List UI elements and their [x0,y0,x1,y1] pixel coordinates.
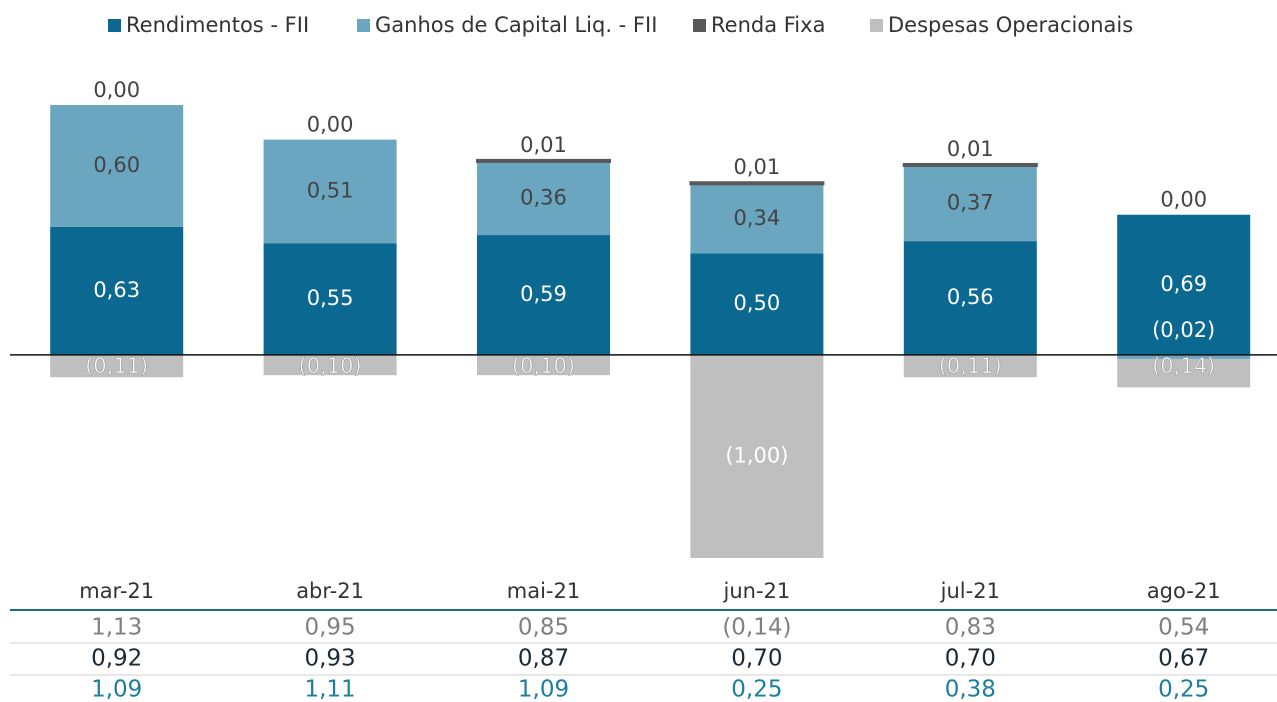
bar-segment [477,235,610,355]
bar-segment [263,354,397,376]
table-cell: 0,92 [91,646,142,672]
data-label: 0,69 [1160,272,1207,296]
bar-segment [263,243,397,355]
data-label: 0,50 [734,291,781,315]
data-label: 0,36 [520,185,567,209]
data-label: 0,56 [947,285,994,309]
bar-segment [903,354,1037,378]
bar-segment [50,354,184,378]
bar-segment [690,253,824,355]
data-label: 0,34 [734,206,781,230]
bar-segment [476,158,611,163]
data-label: (0,11) [939,354,1002,378]
table-cell: 0,87 [518,646,569,672]
bar-segment [1117,214,1251,355]
bar-segment [50,226,184,355]
data-label: 0,00 [1160,188,1207,212]
bar-segment [902,162,1038,167]
table-cell: 0,38 [945,677,996,702]
table-cell: 0,25 [731,677,782,702]
x-tick-label: mai-21 [507,579,580,603]
bar-segment [50,105,184,227]
data-label: 0,63 [93,278,140,302]
legend-label: Ganhos de Capital Liq. - FII [375,13,657,37]
bar-segment [477,354,610,376]
legend-swatch [357,19,370,32]
table-cell: (0,14) [722,615,791,641]
legend-label: Rendimentos - FII [126,13,309,37]
legend-swatch [108,19,121,32]
bar-segment [1117,354,1251,359]
data-label: 0,37 [947,191,994,215]
legend-label: Despesas Operacionais [888,13,1133,37]
table-cell: 1,09 [518,677,569,702]
data-label: (0,02) [1152,318,1215,342]
table-cell: 0,85 [518,615,569,641]
table-cell: 0,83 [945,615,996,641]
bar-segment [689,181,825,186]
table-cell: 0,70 [731,646,782,672]
data-label: 0,60 [93,153,140,177]
table-cell: 0,95 [304,615,355,641]
bar-segment [477,161,610,236]
bar-segment [690,184,824,254]
legend-label: Renda Fixa [711,13,825,37]
data-label: 0,51 [307,178,354,202]
table-cell: 0,54 [1158,615,1209,641]
data-label: (1,00) [725,443,788,467]
data-label: 0,01 [947,137,994,161]
table-cell: 1,13 [91,615,142,641]
table-cell: 0,67 [1158,646,1209,672]
data-label: (0,14) [1152,354,1215,378]
table-cell: 0,70 [945,646,996,672]
data-label: 0,01 [734,155,781,179]
x-tick-label: jul-21 [940,579,1000,603]
data-label: 0,55 [307,286,354,310]
x-tick-label: abr-21 [296,579,364,603]
data-label: (0,11) [85,354,148,378]
data-label: 0,01 [520,133,567,157]
table-cell: 0,25 [1158,677,1209,702]
x-tick-label: jun-21 [723,579,791,603]
data-label: (0,10) [512,354,575,378]
bar-segment [1117,358,1251,388]
table-cell: 1,09 [91,677,142,702]
bar-segment [903,241,1037,355]
legend-swatch [693,19,706,32]
table-cell: 1,11 [304,677,355,702]
x-tick-label: mar-21 [79,579,154,603]
data-label: (0,10) [299,354,362,378]
bar-segment [903,165,1037,242]
data-label: 0,00 [307,113,354,137]
bar-segment [690,354,824,558]
x-tick-label: ago-21 [1147,579,1221,603]
data-label: 0,00 [93,78,140,102]
legend-swatch [870,19,883,32]
table-cell: 0,93 [304,646,355,672]
bar-segment [263,139,397,244]
data-label: 0,59 [520,282,567,306]
